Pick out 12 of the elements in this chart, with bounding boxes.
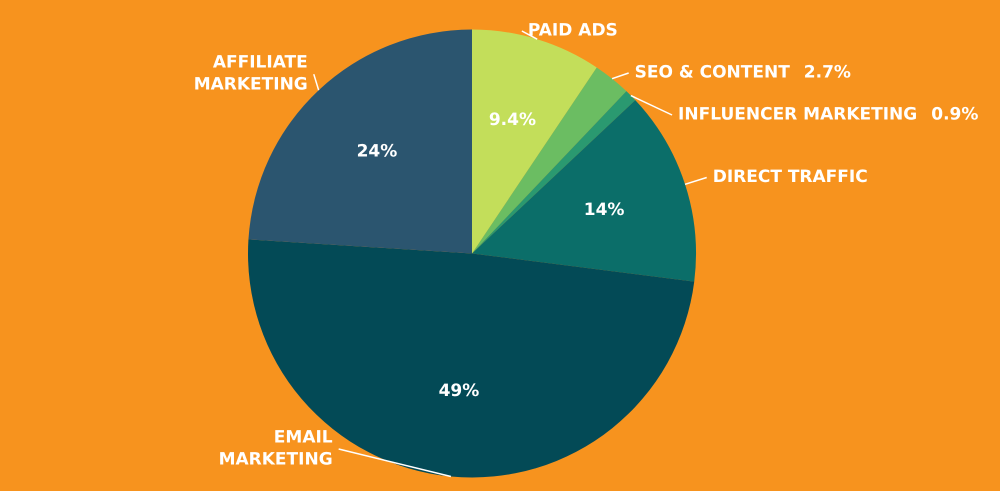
data-label: 49%	[438, 381, 480, 402]
slice-label: DIRECT TRAFFIC	[712, 166, 868, 187]
data-label: 9.4%	[488, 110, 536, 130]
slice-label: AFFILIATE MARKETING	[194, 52, 308, 95]
slice-label: SEO & CONTENT	[634, 62, 790, 82]
slice-label: EMAIL MARKETING	[218, 427, 333, 470]
data-label: 24%	[356, 142, 398, 162]
data-label: 2.7%	[804, 62, 851, 82]
data-label: 0.9%	[931, 104, 978, 124]
slice-label: PAID ADS	[528, 20, 618, 40]
data-label: 14%	[584, 200, 624, 220]
slice-label: INFLUENCER MARKETING	[678, 104, 918, 124]
